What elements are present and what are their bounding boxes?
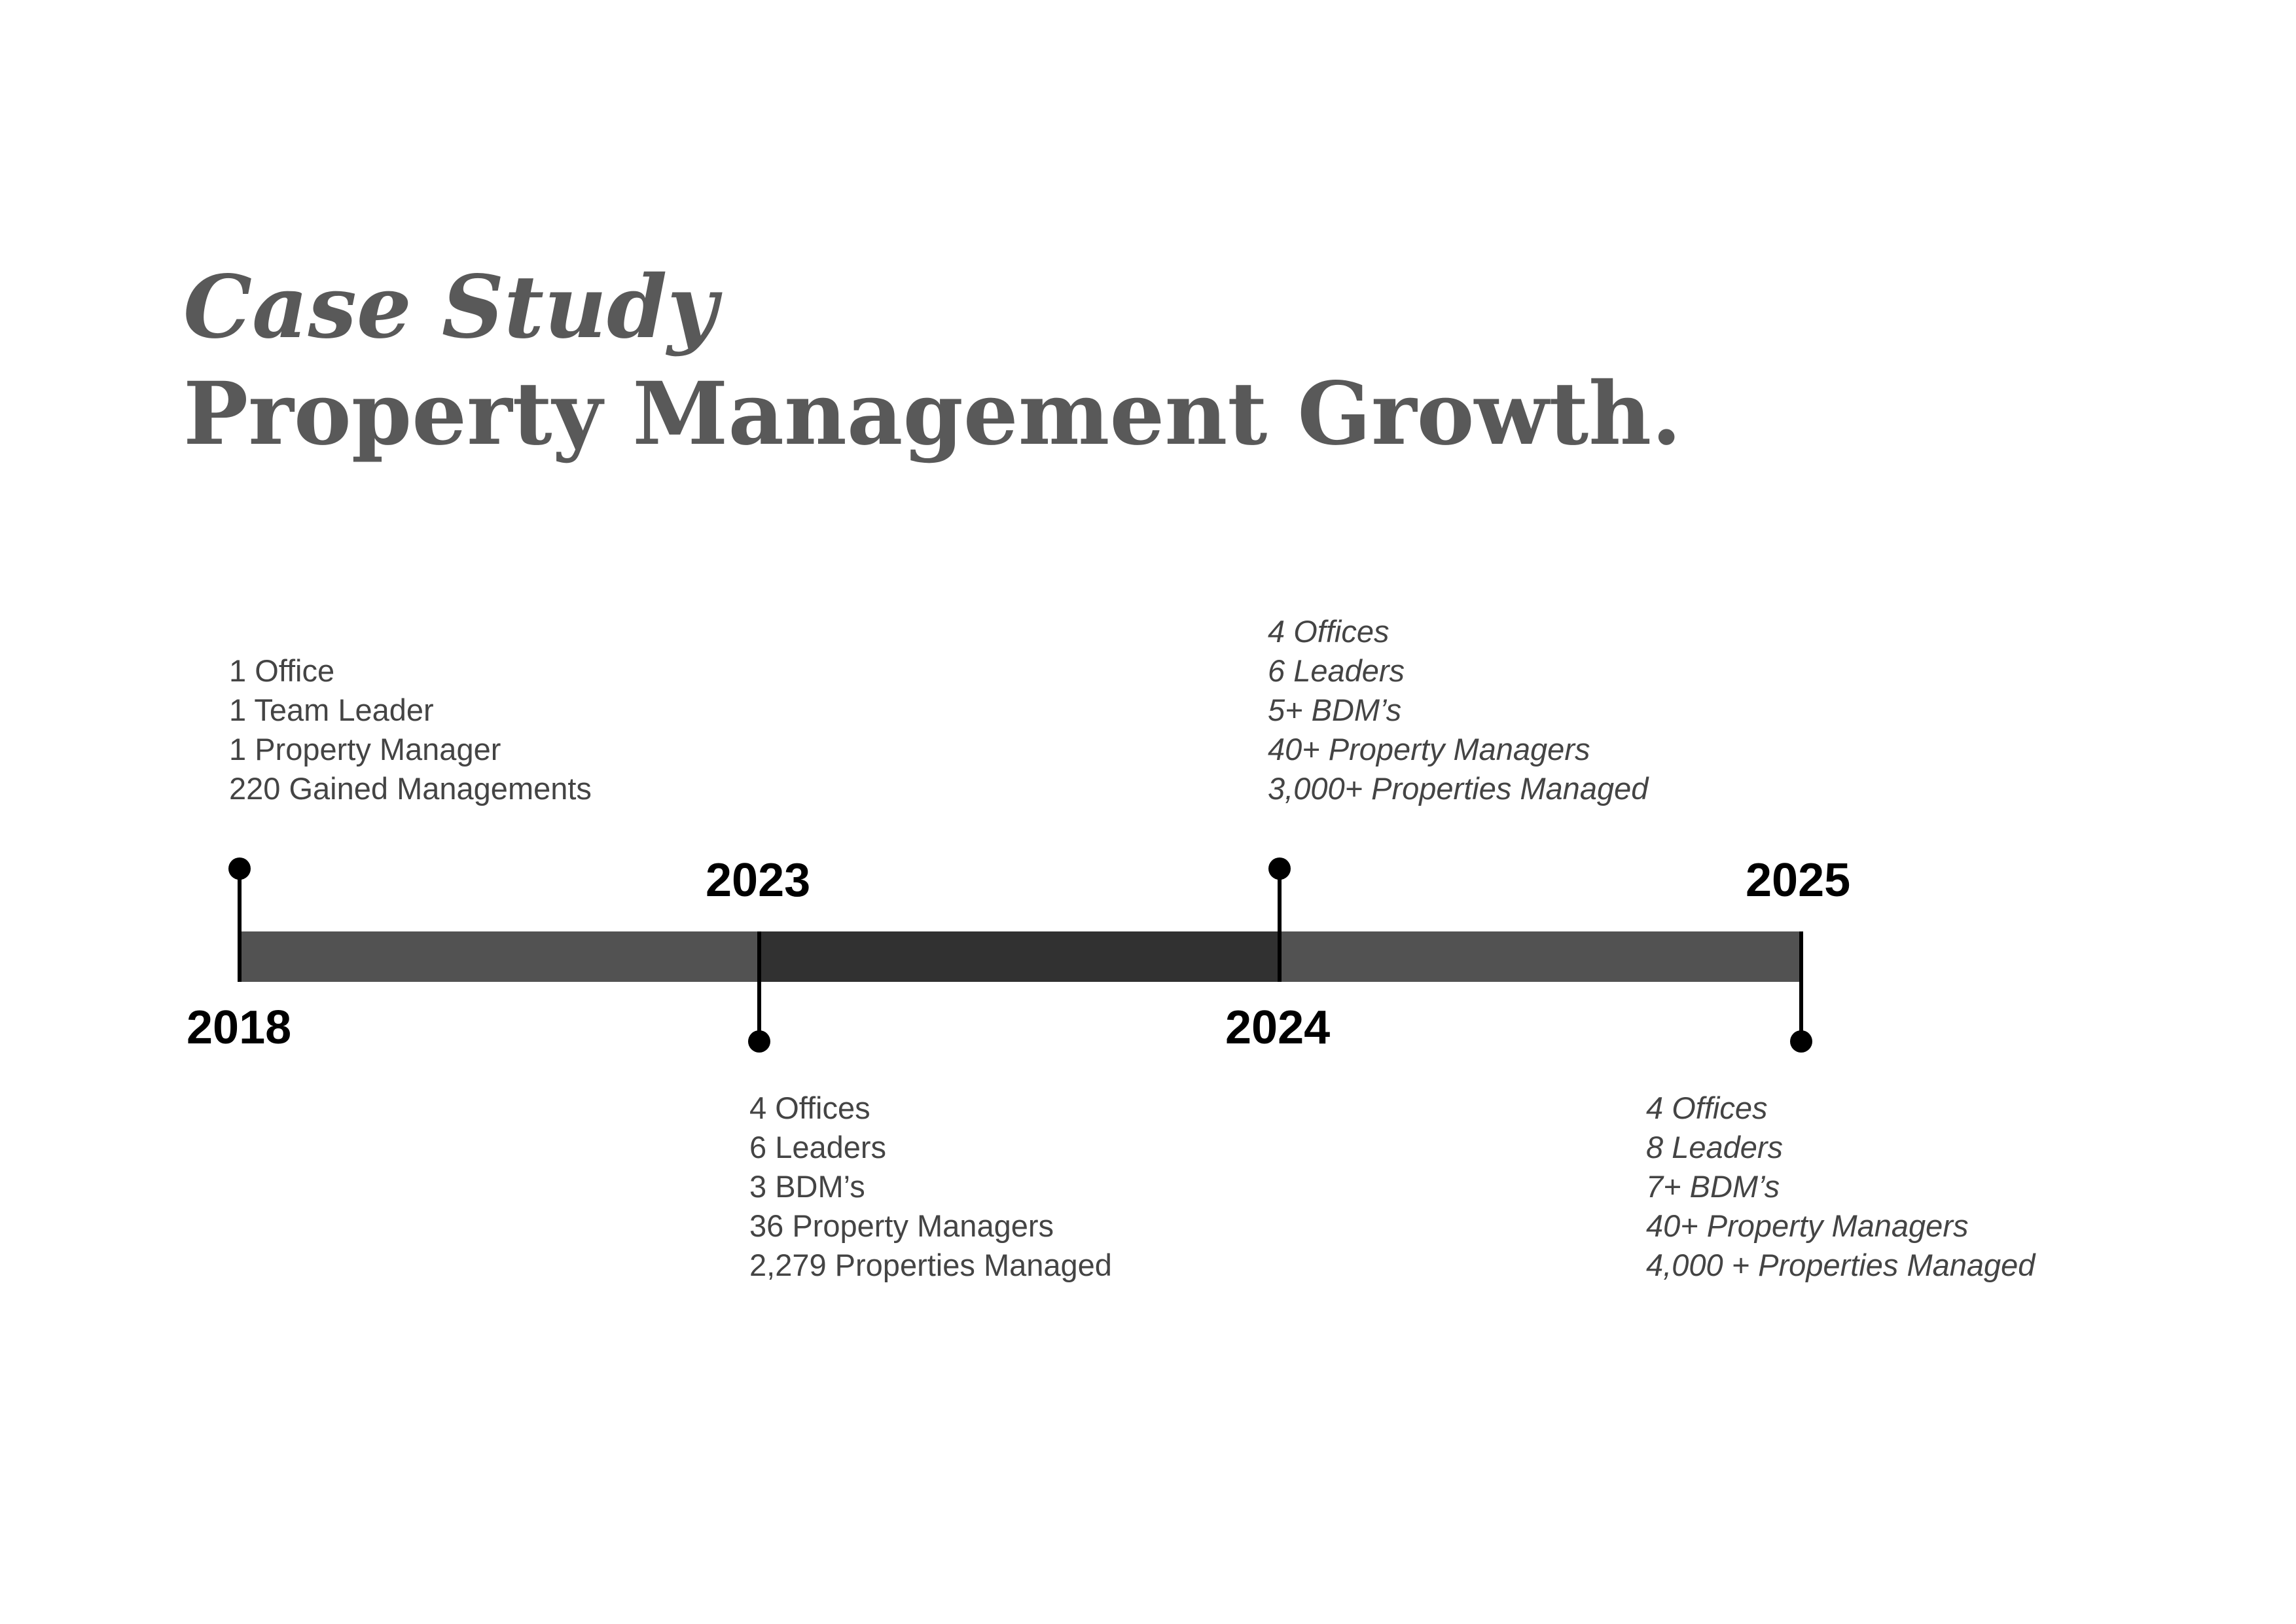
stat-item: 8 Leaders	[1646, 1130, 1784, 1164]
stat-item: 5+ BDM’s	[1268, 693, 1402, 727]
stat-item: 3,000+ Properties Managed	[1268, 771, 1649, 806]
stat-item: 6 Leaders	[1268, 653, 1405, 688]
stat-item: 4 Offices	[749, 1091, 870, 1125]
stat-item: 4 Offices	[1646, 1091, 1768, 1125]
timeline-bar-2018-2023	[239, 931, 759, 982]
marker-dot-2024	[1268, 857, 1291, 880]
marker-stem-2024	[1278, 871, 1282, 982]
marker-dot-2025	[1790, 1030, 1812, 1053]
marker-stem-2025	[1799, 931, 1803, 1043]
stat-item: 40+ Property Managers	[1268, 732, 1590, 767]
stat-item: 1 Property Manager	[229, 732, 501, 767]
stat-item: 1 Team Leader	[229, 693, 434, 727]
timeline-bar-2023-2024	[759, 931, 1280, 982]
stats-2025: 4 Offices 8 Leaders 7+ BDM’s 40+ Propert…	[1646, 1089, 2035, 1285]
stats-2018: 1 Office 1 Team Leader 1 Property Manage…	[229, 651, 592, 808]
stat-item: 2,279 Properties Managed	[749, 1248, 1112, 1282]
stat-item: 36 Property Managers	[749, 1208, 1054, 1243]
marker-stem-2018	[238, 871, 242, 982]
marker-dot-2023	[748, 1030, 770, 1053]
page-title: Property Management Growth.	[183, 363, 1682, 465]
stat-item: 4,000 + Properties Managed	[1646, 1248, 2036, 1282]
year-label-2018: 2018	[187, 1001, 292, 1054]
year-label-2025: 2025	[1746, 854, 1851, 907]
timeline-bar-2024-2025	[1280, 931, 1802, 982]
year-label-2024: 2024	[1225, 1001, 1331, 1054]
stats-2024: 4 Offices 6 Leaders 5+ BDM’s 40+ Propert…	[1268, 612, 1648, 808]
stat-item: 220 Gained Managements	[229, 771, 592, 806]
stat-item: 6 Leaders	[749, 1130, 887, 1164]
stat-item: 1 Office	[229, 653, 335, 688]
title-case-study: Case Study	[183, 257, 718, 358]
stat-item: 4 Offices	[1268, 614, 1390, 649]
marker-stem-2023	[757, 931, 761, 1043]
marker-dot-2018	[228, 857, 251, 880]
stats-2023: 4 Offices 6 Leaders 3 BDM’s 36 Property …	[749, 1089, 1112, 1285]
year-label-2023: 2023	[706, 854, 811, 907]
stat-item: 3 BDM’s	[749, 1169, 865, 1204]
stat-item: 40+ Property Managers	[1646, 1208, 1969, 1243]
stat-item: 7+ BDM’s	[1646, 1169, 1780, 1204]
